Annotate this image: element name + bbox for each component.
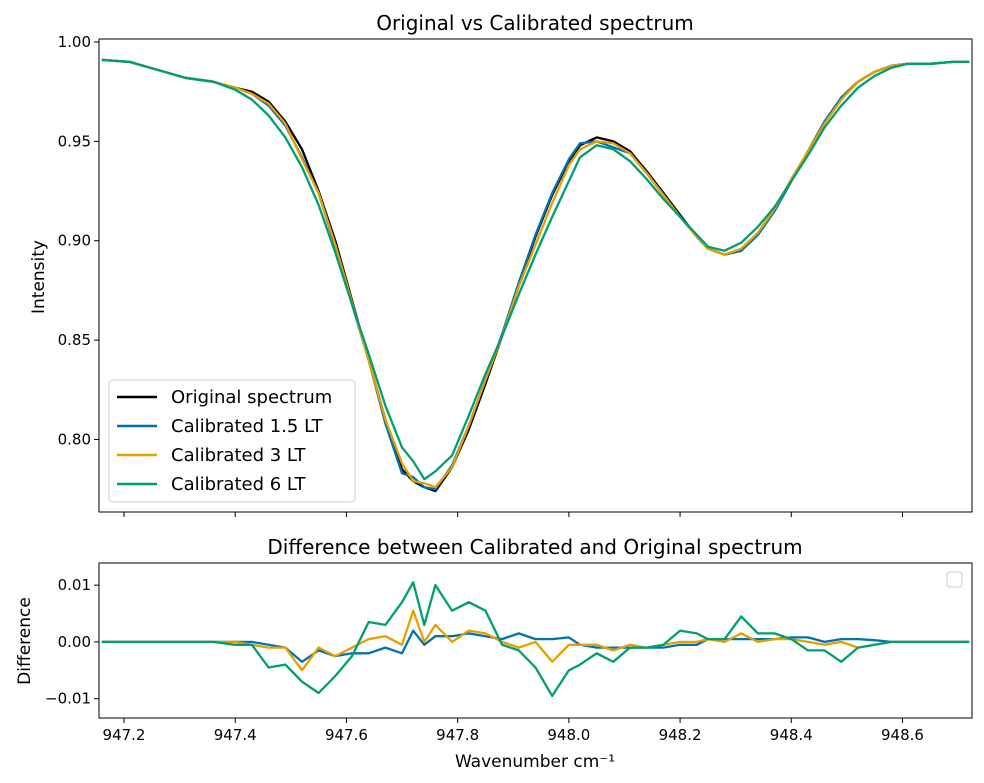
legend-label-cal-1-5: Calibrated 1.5 LT	[171, 416, 324, 437]
x-tick-label: 948.4	[770, 726, 813, 744]
y-tick-label: −0.01	[45, 690, 91, 708]
x-tick-label: 947.8	[436, 726, 479, 744]
top-plot-area: 0.80 0.85 0.90 0.95 1.00	[58, 33, 970, 517]
series-line-series-0	[101, 629, 970, 663]
x-tick-label: 947.2	[103, 726, 146, 744]
bottom-empty-legend	[946, 571, 963, 588]
bottom-panel-title: Difference between Calibrated and Origin…	[267, 535, 802, 559]
y-tick-label: 1.00	[58, 33, 91, 51]
x-tick-label: 948.0	[547, 726, 590, 744]
top-legend-box	[108, 379, 356, 503]
top-legend: Original spectrum Calibrated 1.5 LT Cali…	[108, 379, 356, 503]
series-line-calibrated-3-lt	[101, 58, 970, 489]
y-tick-label: 0.01	[58, 576, 91, 594]
bottom-plot-frame	[98, 562, 973, 719]
top-plot-frame	[98, 38, 973, 513]
y-tick-label: 0.90	[58, 232, 91, 250]
y-tick-label: 0.00	[58, 633, 91, 651]
legend-label-cal-6: Calibrated 6 LT	[171, 474, 306, 495]
bottom-panel-ylabel: Difference	[15, 597, 35, 685]
y-tick-label: 0.80	[58, 430, 91, 448]
top-panel-ylabel: Intensity	[29, 240, 49, 314]
y-tick-label: 0.95	[58, 132, 91, 150]
bottom-plot-area: 947.2 947.4 947.6 947.8 948.0 948.2 948.4 948.6…	[45, 576, 970, 744]
top-panel-title: Original vs Calibrated spectrum	[376, 11, 694, 35]
bottom-panel-xlabel: Wavenumber cm⁻¹	[455, 752, 615, 772]
legend-label-original: Original spectrum	[171, 387, 332, 408]
legend-label-cal-3: Calibrated 3 LT	[171, 445, 306, 466]
series-line-series-2	[101, 581, 970, 698]
series-line-calibrated-6-lt	[101, 58, 970, 481]
series-line-series-1	[101, 609, 970, 672]
x-tick-label: 947.6	[325, 726, 368, 744]
bottom-panel: Difference between Calibrated and Origin…	[15, 535, 973, 772]
x-tick-label: 948.6	[881, 726, 924, 744]
x-tick-label: 948.2	[659, 726, 702, 744]
top-panel: Original vs Calibrated spectrum Intensit…	[29, 11, 973, 517]
y-tick-label: 0.85	[58, 331, 91, 349]
x-tick-label: 947.4	[214, 726, 257, 744]
